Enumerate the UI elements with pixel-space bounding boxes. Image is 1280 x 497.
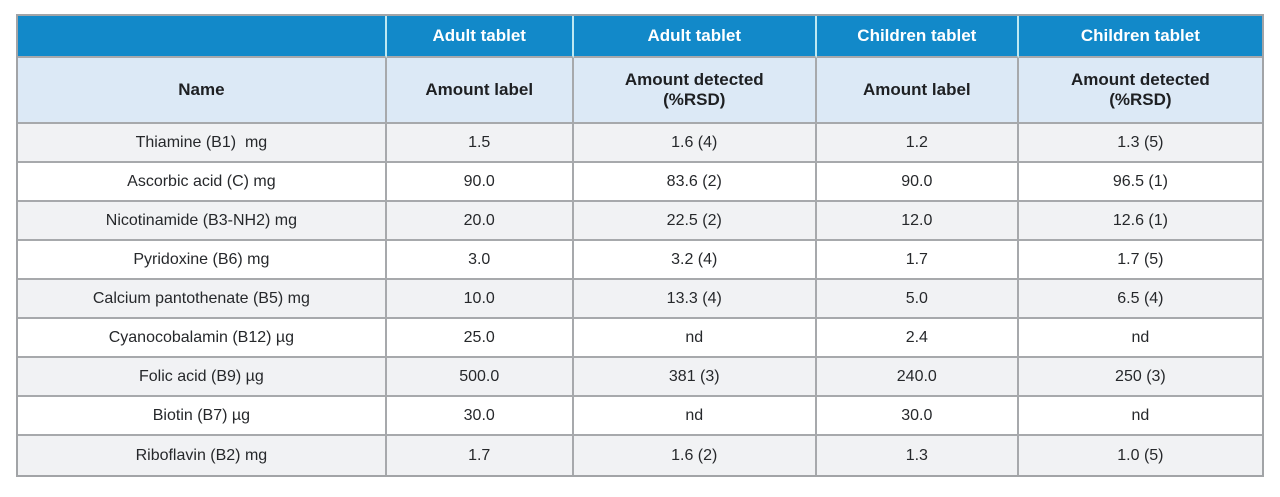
cell-adult-amount-detected: nd: [573, 397, 817, 436]
cell-children-amount-label: 240.0: [816, 358, 1019, 397]
group-header-row: Adult tablet Adult tablet Children table…: [18, 16, 1262, 58]
cell-children-amount-label: 2.4: [816, 319, 1019, 358]
column-header-children-amount-detected: Amount detected (%RSD): [1018, 58, 1262, 124]
cell-adult-amount-label: 90.0: [386, 163, 574, 202]
table-row-ascorbic-acid: Ascorbic acid (C) mg 90.0 83.6 (2) 90.0 …: [18, 163, 1262, 202]
cell-name: Riboflavin (B2) mg: [18, 436, 387, 475]
cell-name: Pyridoxine (B6) mg: [18, 241, 387, 280]
cell-children-amount-label: 30.0: [816, 397, 1019, 436]
group-header-children-tablet-label: Children tablet: [816, 16, 1019, 58]
column-header-name: Name: [18, 58, 387, 124]
cell-adult-amount-detected: 13.3 (4): [573, 280, 817, 319]
column-header-adult-amount-label: Amount label: [386, 58, 574, 124]
cell-adult-amount-detected: 381 (3): [573, 358, 817, 397]
cell-children-amount-label: 1.3: [816, 436, 1019, 475]
table-row-pyridoxine: Pyridoxine (B6) mg 3.0 3.2 (4) 1.7 1.7 (…: [18, 241, 1262, 280]
cell-adult-amount-label: 1.7: [386, 436, 574, 475]
cell-adult-amount-label: 1.5: [386, 124, 574, 163]
cell-adult-amount-detected: 1.6 (4): [573, 124, 817, 163]
cell-name: Calcium pantothenate (B5) mg: [18, 280, 387, 319]
cell-adult-amount-detected: nd: [573, 319, 817, 358]
group-header-children-tablet-detected: Children tablet: [1018, 16, 1262, 58]
cell-name: Thiamine (B1) mg: [18, 124, 387, 163]
column-header-adult-amount-detected: Amount detected (%RSD): [573, 58, 817, 124]
column-header-children-amount-label: Amount label: [816, 58, 1019, 124]
group-header-adult-tablet-label: Adult tablet: [386, 16, 574, 58]
table-row-calcium-pantothenate: Calcium pantothenate (B5) mg 10.0 13.3 (…: [18, 280, 1262, 319]
group-header-adult-tablet-detected: Adult tablet: [573, 16, 817, 58]
column-header-row: Name Amount label Amount detected (%RSD)…: [18, 58, 1262, 124]
cell-name: Ascorbic acid (C) mg: [18, 163, 387, 202]
cell-adult-amount-label: 20.0: [386, 202, 574, 241]
cell-children-amount-detected: 250 (3): [1018, 358, 1262, 397]
cell-name: Cyanocobalamin (B12) µg: [18, 319, 387, 358]
cell-children-amount-detected: 12.6 (1): [1018, 202, 1262, 241]
table-row-folic-acid: Folic acid (B9) µg 500.0 381 (3) 240.0 2…: [18, 358, 1262, 397]
cell-adult-amount-label: 10.0: [386, 280, 574, 319]
cell-children-amount-detected: 96.5 (1): [1018, 163, 1262, 202]
cell-children-amount-label: 90.0: [816, 163, 1019, 202]
cell-adult-amount-detected: 22.5 (2): [573, 202, 817, 241]
vitamin-content-table: Adult tablet Adult tablet Children table…: [16, 14, 1264, 477]
cell-children-amount-label: 12.0: [816, 202, 1019, 241]
cell-adult-amount-detected: 1.6 (2): [573, 436, 817, 475]
group-header-empty: [18, 16, 387, 58]
cell-children-amount-label: 1.2: [816, 124, 1019, 163]
cell-adult-amount-label: 30.0: [386, 397, 574, 436]
cell-name: Biotin (B7) µg: [18, 397, 387, 436]
table-row-biotin: Biotin (B7) µg 30.0 nd 30.0 nd: [18, 397, 1262, 436]
cell-children-amount-detected: 1.3 (5): [1018, 124, 1262, 163]
cell-name: Folic acid (B9) µg: [18, 358, 387, 397]
cell-children-amount-detected: nd: [1018, 319, 1262, 358]
table-row-cyanocobalamin: Cyanocobalamin (B12) µg 25.0 nd 2.4 nd: [18, 319, 1262, 358]
cell-adult-amount-detected: 3.2 (4): [573, 241, 817, 280]
table-row-riboflavin: Riboflavin (B2) mg 1.7 1.6 (2) 1.3 1.0 (…: [18, 436, 1262, 475]
cell-children-amount-label: 1.7: [816, 241, 1019, 280]
cell-children-amount-detected: 1.7 (5): [1018, 241, 1262, 280]
table-row-thiamine: Thiamine (B1) mg 1.5 1.6 (4) 1.2 1.3 (5): [18, 124, 1262, 163]
cell-children-amount-detected: 6.5 (4): [1018, 280, 1262, 319]
cell-children-amount-label: 5.0: [816, 280, 1019, 319]
cell-adult-amount-detected: 83.6 (2): [573, 163, 817, 202]
cell-children-amount-detected: nd: [1018, 397, 1262, 436]
cell-children-amount-detected: 1.0 (5): [1018, 436, 1262, 475]
cell-name: Nicotinamide (B3-NH2) mg: [18, 202, 387, 241]
table-row-nicotinamide: Nicotinamide (B3-NH2) mg 20.0 22.5 (2) 1…: [18, 202, 1262, 241]
cell-adult-amount-label: 3.0: [386, 241, 574, 280]
cell-adult-amount-label: 25.0: [386, 319, 574, 358]
cell-adult-amount-label: 500.0: [386, 358, 574, 397]
